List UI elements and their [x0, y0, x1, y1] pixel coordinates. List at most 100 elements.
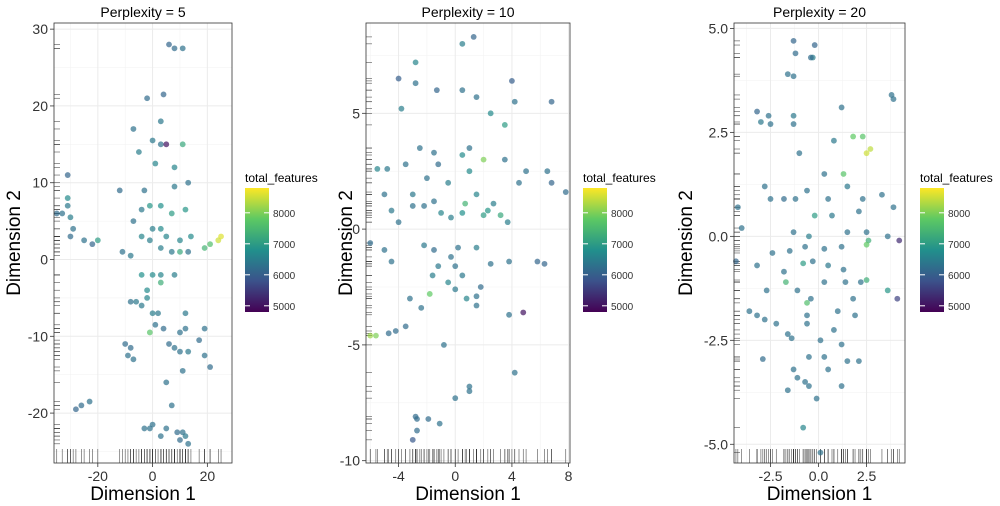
data-point: [855, 358, 862, 365]
data-point: [146, 202, 153, 209]
data-point: [790, 229, 797, 236]
data-point: [455, 244, 461, 251]
data-point: [130, 356, 137, 363]
data-point: [490, 200, 497, 207]
data-point: [844, 183, 851, 190]
data-point: [414, 427, 420, 434]
data-point: [857, 279, 864, 285]
data-point: [802, 243, 808, 250]
x-tick-label: 0: [451, 468, 459, 484]
data-point: [734, 204, 741, 211]
data-point: [67, 214, 74, 221]
data-point: [138, 302, 145, 309]
data-point: [177, 329, 183, 336]
data-point: [388, 207, 395, 214]
data-point: [884, 233, 891, 240]
data-point: [64, 195, 71, 201]
data-point: [859, 196, 866, 202]
legend-tick-label: 8000: [611, 209, 634, 220]
data-point: [424, 175, 430, 182]
data-point: [863, 150, 870, 157]
data-point: [94, 237, 101, 244]
data-point: [146, 237, 153, 244]
data-point: [466, 168, 473, 175]
data-point: [463, 295, 470, 302]
data-point: [884, 287, 891, 294]
data-point: [516, 179, 522, 186]
data-point: [487, 110, 494, 117]
data-point: [435, 263, 442, 270]
plot-border: [53, 22, 233, 464]
data-point: [78, 402, 85, 409]
legend-tick-label: 8000: [273, 209, 296, 220]
x-tick-label: 0: [149, 468, 157, 484]
data-point: [59, 210, 66, 217]
data-point: [196, 337, 203, 344]
data-point: [171, 183, 178, 190]
data-point: [188, 233, 194, 240]
data-point: [879, 191, 885, 198]
scatter-points: [733, 37, 903, 456]
y-tick-label: 0.0: [709, 228, 729, 244]
data-point: [433, 87, 440, 94]
data-point: [168, 210, 175, 217]
data-point: [431, 198, 437, 205]
data-point: [163, 425, 170, 432]
data-point: [201, 245, 208, 251]
data-point: [511, 369, 518, 376]
data-point: [790, 73, 797, 80]
legend-tick-label: 5000: [273, 302, 296, 313]
legend-tick-label: 7000: [948, 240, 971, 251]
data-point: [135, 149, 142, 155]
y-tick-label: 30: [32, 21, 48, 37]
data-point: [144, 287, 151, 294]
data-point: [746, 308, 753, 315]
rug-x: [735, 449, 900, 463]
data-point: [67, 233, 74, 240]
data-point: [125, 352, 131, 359]
color-legend: total_features 5000 6000 7000 8000: [583, 171, 656, 313]
legend-colorbar: [920, 188, 944, 312]
legend-tick-label: 6000: [273, 271, 296, 282]
data-point: [863, 241, 870, 248]
chart-title: Perplexity = 10: [422, 4, 515, 20]
data-point: [838, 243, 845, 250]
data-point: [157, 141, 164, 148]
data-point: [163, 379, 170, 386]
data-point: [130, 218, 137, 225]
x-axis-label: Dimension 1: [90, 484, 196, 505]
scatter-points: [367, 33, 569, 443]
panel-2: -4 0 4 8 -10 -5 0 5 Perplexity = 10 Dimension 1 Di…: [336, 4, 656, 505]
data-point: [790, 37, 797, 44]
data-point: [86, 398, 93, 405]
data-point: [806, 233, 812, 240]
data-point: [177, 237, 183, 244]
data-point: [373, 332, 379, 339]
data-point: [174, 429, 181, 436]
data-point: [431, 247, 437, 253]
data-point: [825, 196, 832, 202]
y-tick-label: -2.5: [704, 332, 728, 348]
data-point: [462, 200, 469, 207]
data-point: [806, 354, 812, 360]
data-point: [840, 171, 847, 177]
data-point: [416, 145, 423, 151]
data-point: [794, 374, 801, 381]
legend-tick-label: 5000: [948, 302, 971, 313]
data-point: [511, 98, 518, 105]
y-tick-label: -5.0: [704, 436, 728, 452]
rug-y: [734, 40, 740, 453]
data-point: [765, 112, 772, 119]
data-point: [201, 352, 208, 359]
data-point: [149, 310, 156, 317]
data-point: [207, 364, 213, 370]
data-point: [562, 189, 569, 195]
data-point: [160, 91, 167, 98]
data-point: [438, 209, 444, 216]
data-point: [825, 366, 832, 373]
data-point: [185, 440, 192, 447]
data-point: [480, 156, 487, 163]
panel-3: -2.5 0.0 2.5 -5.0 -2.5 0.0 2.5 5.0 Perplexity = …: [676, 4, 993, 505]
data-point: [806, 383, 812, 389]
data-point: [166, 41, 172, 48]
